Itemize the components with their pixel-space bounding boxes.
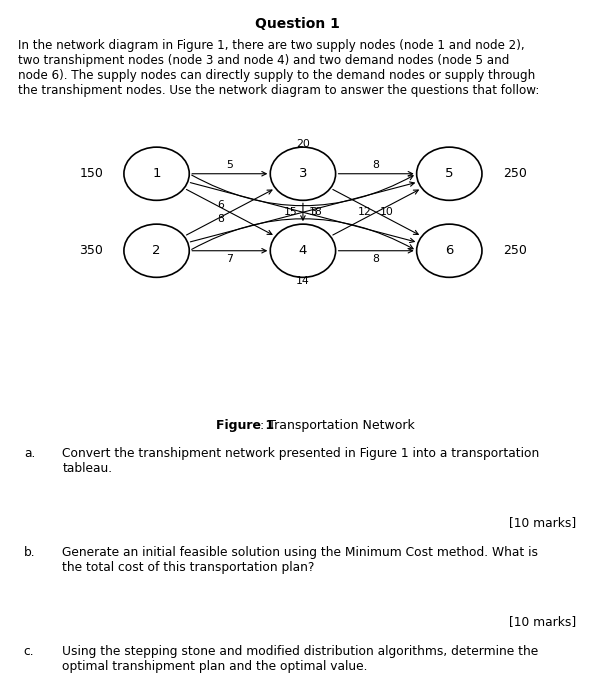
Text: 6: 6 — [217, 200, 225, 210]
FancyArrowPatch shape — [301, 203, 305, 220]
Text: : Transportation Network: : Transportation Network — [260, 419, 415, 432]
Text: 5: 5 — [226, 160, 233, 170]
Text: a.: a. — [24, 447, 35, 460]
Ellipse shape — [416, 147, 482, 200]
Text: 7: 7 — [226, 254, 233, 264]
Text: 2: 2 — [152, 244, 161, 257]
Text: 3: 3 — [299, 167, 307, 180]
FancyArrowPatch shape — [192, 175, 413, 206]
Ellipse shape — [270, 224, 336, 277]
FancyArrowPatch shape — [190, 182, 415, 242]
Text: 8: 8 — [372, 254, 380, 264]
Text: 250: 250 — [503, 167, 527, 180]
Text: 6: 6 — [445, 244, 453, 257]
Text: 14: 14 — [296, 276, 310, 286]
Text: Figure 1: Figure 1 — [216, 419, 274, 432]
FancyArrowPatch shape — [190, 183, 415, 243]
Text: c.: c. — [24, 645, 34, 659]
Text: 350: 350 — [79, 244, 103, 257]
Ellipse shape — [124, 224, 189, 277]
Text: 15: 15 — [284, 207, 298, 217]
FancyArrowPatch shape — [192, 248, 266, 253]
FancyArrowPatch shape — [333, 190, 418, 235]
Text: [10 marks]: [10 marks] — [509, 615, 576, 629]
Ellipse shape — [270, 147, 336, 200]
FancyArrowPatch shape — [187, 190, 272, 235]
FancyArrowPatch shape — [339, 248, 413, 253]
Text: 3: 3 — [310, 207, 317, 217]
Text: Using the stepping stone and modified distribution algorithms, determine the
opt: Using the stepping stone and modified di… — [62, 645, 539, 673]
Text: 150: 150 — [79, 167, 103, 180]
Text: Convert the transhipment network presented in Figure 1 into a transportation
tab: Convert the transhipment network present… — [62, 447, 539, 475]
FancyArrowPatch shape — [187, 190, 272, 235]
FancyArrowPatch shape — [333, 190, 418, 235]
FancyArrowPatch shape — [192, 172, 266, 176]
Text: 250: 250 — [503, 244, 527, 257]
Text: 5: 5 — [445, 167, 454, 180]
Text: Question 1: Question 1 — [255, 17, 339, 31]
Text: 12: 12 — [358, 207, 371, 217]
Text: 20: 20 — [296, 139, 310, 148]
Text: 18: 18 — [309, 207, 323, 217]
FancyArrowPatch shape — [192, 219, 413, 249]
Text: [10 marks]: [10 marks] — [509, 516, 576, 529]
Ellipse shape — [124, 147, 189, 200]
FancyArrowPatch shape — [339, 172, 413, 176]
Text: 1: 1 — [152, 167, 161, 180]
Text: 10: 10 — [380, 207, 394, 217]
Text: 8: 8 — [372, 160, 380, 170]
Text: 8: 8 — [217, 214, 225, 224]
Text: 4: 4 — [299, 244, 307, 257]
Text: b.: b. — [24, 546, 36, 559]
Text: Generate an initial feasible solution using the Minimum Cost method. What is
the: Generate an initial feasible solution us… — [62, 546, 538, 574]
Text: In the network diagram in Figure 1, there are two supply nodes (node 1 and node : In the network diagram in Figure 1, ther… — [18, 39, 539, 97]
Ellipse shape — [416, 224, 482, 277]
